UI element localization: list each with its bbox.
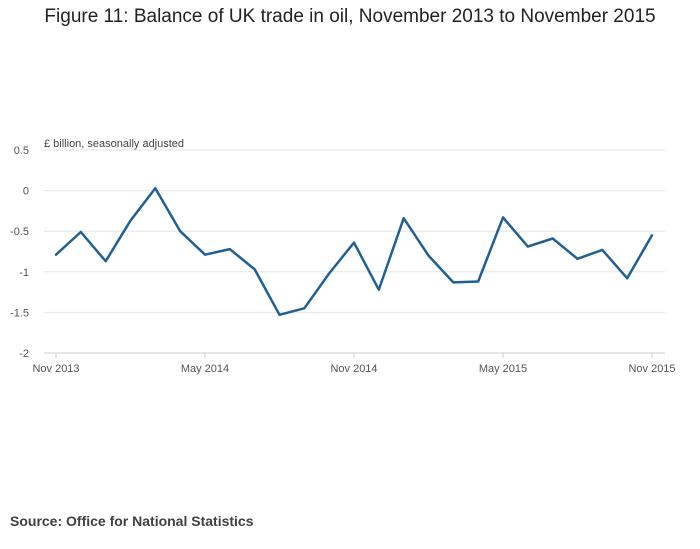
y-tick-label: 0 (23, 186, 29, 198)
x-tick-label: Nov 2013 (32, 363, 79, 375)
x-axis-ticks: Nov 2013 May 2014 Nov 2014 May 2015 Nov 2015 (32, 353, 676, 375)
y-axis-ticks: 0.5 0 -0.5 -1 -1.5 -2 (10, 145, 29, 360)
gridlines (44, 149, 665, 354)
y-axis-label: £ billion, seasonally adjusted (44, 138, 184, 150)
y-tick-label: -1 (19, 267, 29, 279)
x-tick-label: May 2015 (479, 363, 527, 375)
source-note: Source: Office for National Statistics (10, 513, 254, 529)
x-tick-label: Nov 2015 (628, 363, 675, 375)
y-tick-label: -0.5 (10, 226, 29, 238)
chart-title: Figure 11: Balance of UK trade in oil, N… (44, 6, 656, 27)
x-tick-label: Nov 2014 (330, 363, 377, 375)
y-tick-label: -2 (19, 348, 29, 360)
series (54, 186, 654, 317)
y-tick-label: -1.5 (10, 307, 29, 319)
series-line (54, 186, 654, 317)
x-tick-label: May 2014 (181, 363, 229, 375)
y-tick-label: 0.5 (14, 145, 29, 157)
